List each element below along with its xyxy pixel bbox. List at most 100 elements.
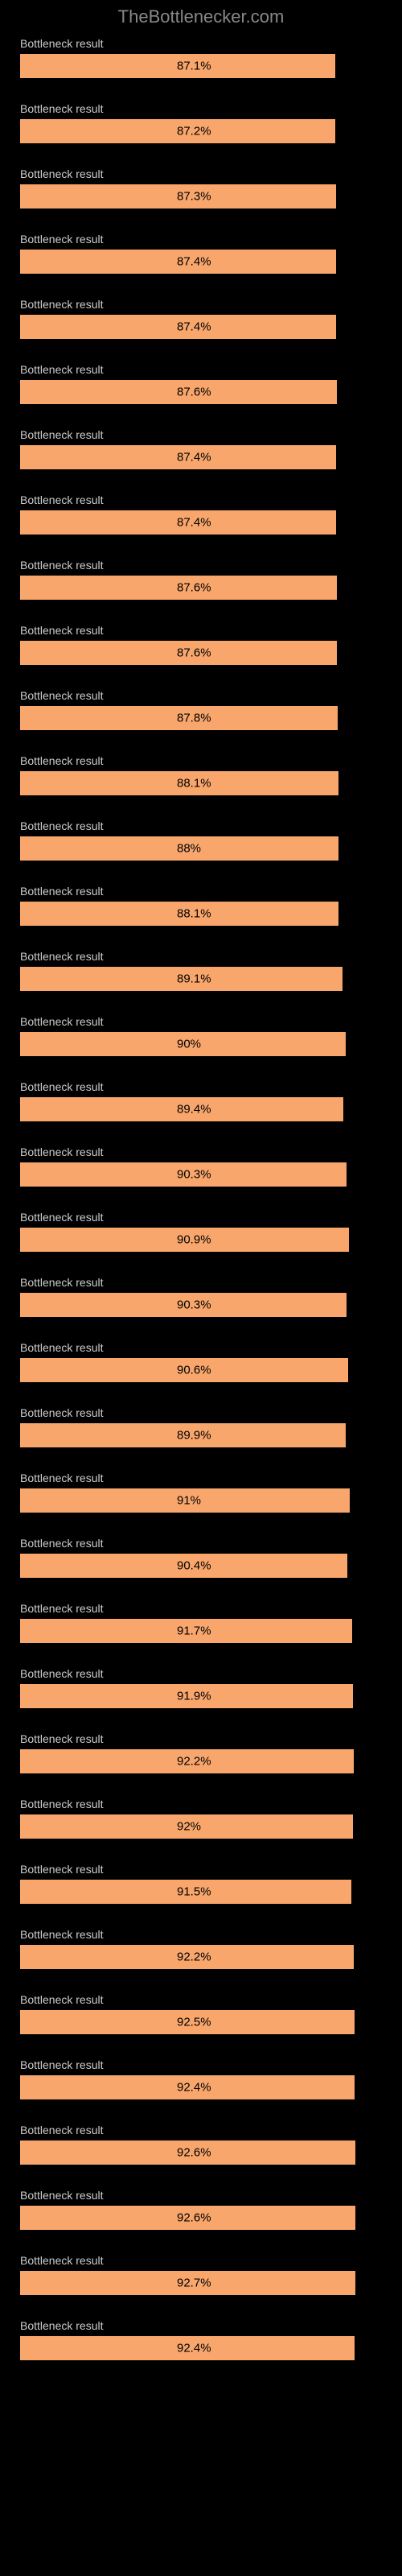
bar-wrapper: 91.7% — [20, 1619, 382, 1643]
bar: 88.1% — [20, 902, 338, 926]
chart-row: Bottleneck result90% — [20, 1015, 382, 1056]
bar-wrapper: 92.6% — [20, 2140, 382, 2165]
bar: 91.7% — [20, 1619, 352, 1643]
chart-row: Bottleneck result 92.2% — [20, 1928, 382, 1969]
bar-value: 87.6% — [177, 581, 211, 595]
bar-value: 90.9% — [177, 1233, 211, 1247]
row-label: Bottleneck result — [20, 2254, 382, 2267]
bar-value: 90.3% — [177, 1168, 211, 1182]
bar-wrapper: 92.6% — [20, 2206, 382, 2230]
row-label: Bottleneck result — [20, 102, 382, 115]
row-label: Bottleneck result — [20, 689, 382, 702]
bar-value: 87.8% — [177, 712, 211, 725]
bar-wrapper: 92.7% — [20, 2271, 382, 2295]
bar: 87.6% — [20, 641, 337, 665]
chart-row: Bottleneck result 90.4% — [20, 1537, 382, 1578]
header: TheBottlenecker.com — [0, 0, 402, 37]
bar-wrapper: 90.4% — [20, 1554, 382, 1578]
bar: 90.9% — [20, 1228, 349, 1252]
bar-value: 92% — [177, 1820, 201, 1834]
bar-value: 89.9% — [177, 1429, 211, 1443]
chart-row: Bottleneck result91.5% — [20, 1863, 382, 1904]
row-label: Bottleneck result — [20, 950, 382, 963]
row-label: Bottleneck result — [20, 1993, 382, 2006]
bar-value: 87.4% — [177, 451, 211, 464]
bar: 87.3% — [20, 184, 336, 208]
bar-value: 91.9% — [177, 1690, 211, 1703]
bar-value: 88.1% — [177, 907, 211, 921]
bar-value: 91.5% — [177, 1885, 211, 1899]
chart-row: Bottleneck result88.1% — [20, 885, 382, 926]
row-label: Bottleneck result — [20, 1080, 382, 1093]
bar-wrapper: 87.2% — [20, 119, 382, 143]
bar-value: 90% — [177, 1038, 201, 1051]
bar: 91.9% — [20, 1684, 353, 1708]
chart-row: Bottleneck result92.2% — [20, 1732, 382, 1773]
row-label: Bottleneck result — [20, 428, 382, 441]
bar: 89.4% — [20, 1097, 343, 1121]
bar: 88% — [20, 836, 338, 861]
row-label: Bottleneck result — [20, 624, 382, 637]
chart-row: Bottleneck result 92.5% — [20, 1993, 382, 2034]
chart-row: Bottleneck result 90.9% — [20, 1211, 382, 1252]
row-label: Bottleneck result — [20, 1211, 382, 1224]
chart-row: Bottleneck result 92.7% — [20, 2254, 382, 2295]
chart-row: Bottleneck result 89.4% — [20, 1080, 382, 1121]
bar: 92.5% — [20, 2010, 355, 2034]
bar-wrapper: 92.5% — [20, 2010, 382, 2034]
bar-wrapper: 92.2% — [20, 1945, 382, 1969]
chart-row: Bottleneck result90.3% — [20, 1146, 382, 1187]
bar-value: 89.1% — [177, 972, 211, 986]
bar-value: 91.7% — [177, 1624, 211, 1638]
chart-row: Bottleneck result 89.1% — [20, 950, 382, 991]
bar-value: 87.6% — [177, 646, 211, 660]
row-label: Bottleneck result — [20, 493, 382, 506]
bar-value: 92.5% — [177, 2016, 211, 2029]
chart-row: Bottleneck result91% — [20, 1472, 382, 1513]
bar: 87.4% — [20, 315, 336, 339]
row-label: Bottleneck result — [20, 37, 382, 50]
bar: 87.6% — [20, 380, 337, 404]
bar: 90.3% — [20, 1162, 347, 1187]
bar-wrapper: 92.2% — [20, 1749, 382, 1773]
bar-wrapper: 91.9% — [20, 1684, 382, 1708]
bar-wrapper: 88% — [20, 836, 382, 861]
bar-value: 90.3% — [177, 1298, 211, 1312]
bar: 92% — [20, 1814, 353, 1839]
bar-wrapper: 92% — [20, 1814, 382, 1839]
bar-value: 90.4% — [177, 1559, 211, 1573]
row-label: Bottleneck result — [20, 1537, 382, 1550]
chart-row: Bottleneck result87.4% — [20, 233, 382, 274]
bar: 87.1% — [20, 54, 335, 78]
bar: 92.6% — [20, 2206, 355, 2230]
bar: 92.2% — [20, 1749, 354, 1773]
bar-wrapper: 90.3% — [20, 1162, 382, 1187]
bar-wrapper: 87.4% — [20, 510, 382, 535]
chart-row: Bottleneck result 92.6% — [20, 2124, 382, 2165]
bar: 87.6% — [20, 576, 337, 600]
row-label: Bottleneck result — [20, 2124, 382, 2136]
chart-row: Bottleneck result92.4% — [20, 2319, 382, 2360]
bar-wrapper: 87.6% — [20, 641, 382, 665]
bar: 87.4% — [20, 445, 336, 469]
row-label: Bottleneck result — [20, 2189, 382, 2202]
bar: 92.6% — [20, 2140, 355, 2165]
row-label: Bottleneck result — [20, 2058, 382, 2071]
bar-wrapper: 89.1% — [20, 967, 382, 991]
bar: 87.2% — [20, 119, 335, 143]
chart-container: Bottleneck result87.1%Bottleneck result8… — [0, 37, 402, 2360]
bar: 92.2% — [20, 1945, 354, 1969]
chart-row: Bottleneck result90.3% — [20, 1276, 382, 1317]
bar-wrapper: 90.3% — [20, 1293, 382, 1317]
bar: 87.8% — [20, 706, 338, 730]
chart-row: Bottleneck result89.9% — [20, 1406, 382, 1447]
row-label: Bottleneck result — [20, 1928, 382, 1941]
row-label: Bottleneck result — [20, 754, 382, 767]
bar: 89.9% — [20, 1423, 346, 1447]
row-label: Bottleneck result — [20, 819, 382, 832]
bar-wrapper: 87.1% — [20, 54, 382, 78]
bar-value: 90.6% — [177, 1364, 211, 1377]
bar-value: 87.4% — [177, 320, 211, 334]
chart-row: Bottleneck result92% — [20, 1798, 382, 1839]
chart-row: Bottleneck result87.4% — [20, 298, 382, 339]
